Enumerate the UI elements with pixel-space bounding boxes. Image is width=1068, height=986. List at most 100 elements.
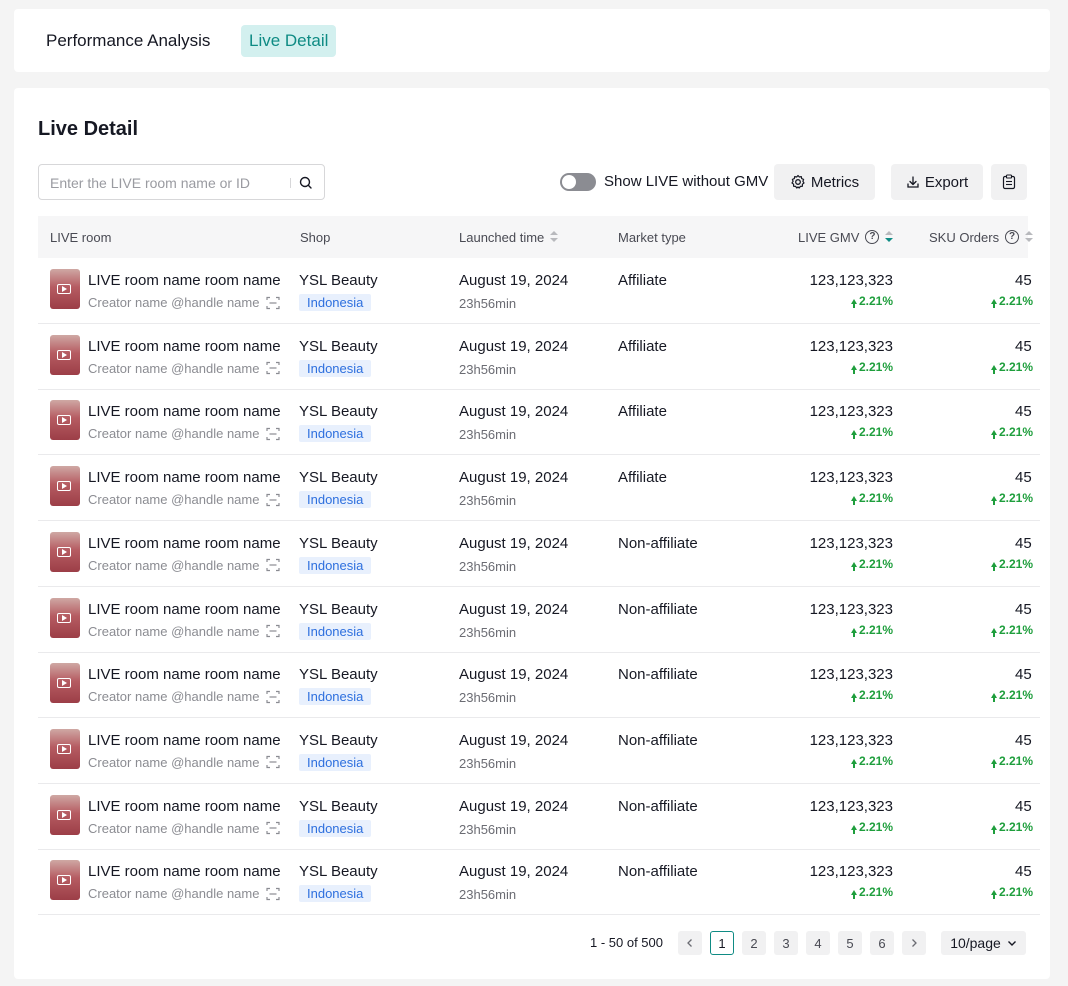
live-duration: 23h56min <box>459 427 517 443</box>
live-duration: 23h56min <box>459 624 517 640</box>
sku-orders-value: 45 <box>1015 403 1032 421</box>
copy-id-icon[interactable] <box>266 624 281 638</box>
help-icon[interactable]: ? <box>865 230 880 244</box>
help-icon[interactable]: ? <box>1005 230 1020 244</box>
page-button[interactable]: 5 <box>838 931 862 955</box>
table-row[interactable]: LIVE room name room name Creator name @ha… <box>38 389 1040 456</box>
column-header-sku-orders[interactable]: SKU Orders? <box>929 216 1034 258</box>
sku-orders-value: 45 <box>1015 600 1032 618</box>
live-room-thumbnail[interactable] <box>50 597 80 638</box>
chevron-right-icon <box>912 939 917 947</box>
column-header-label: SKU Orders <box>929 229 1000 245</box>
live-gmv-change: 2.21% <box>850 819 893 834</box>
copy-id-icon[interactable] <box>266 690 281 704</box>
change-value: 2.21% <box>999 622 1034 637</box>
table-row[interactable]: LIVE room name room name Creator name @ha… <box>38 718 1040 784</box>
prev-page-button[interactable] <box>678 931 702 955</box>
live-room-name[interactable]: LIVE room name room name <box>88 534 281 552</box>
live-room-name[interactable]: LIVE room name room name <box>88 863 281 881</box>
table-row[interactable]: LIVE room name room name Creator name @ha… <box>38 784 1040 850</box>
live-duration: 23h56min <box>459 887 517 903</box>
page-button[interactable]: 3 <box>774 931 798 955</box>
creator-handle: Creator name @handle name <box>88 689 260 705</box>
live-room-thumbnail[interactable] <box>50 531 80 572</box>
market-type: Non-affiliate <box>618 863 698 881</box>
page-size-select[interactable]: 10/page <box>941 931 1026 955</box>
copy-id-icon[interactable] <box>266 361 281 375</box>
region-badge: Indonesia <box>299 819 372 837</box>
live-room-name[interactable]: LIVE room name room name <box>88 666 281 684</box>
copy-id-icon[interactable] <box>266 427 281 441</box>
search-input[interactable] <box>50 173 288 193</box>
sku-orders-change: 2.21% <box>991 820 1033 834</box>
sort-icon[interactable] <box>1025 231 1034 243</box>
live-room-thumbnail[interactable] <box>50 334 80 375</box>
live-gmv-value: 123,123,323 <box>809 534 893 552</box>
table-row[interactable]: LIVE room name room name Creator name @ha… <box>38 521 1040 587</box>
tab-live-detail[interactable]: Live Detail <box>241 25 337 57</box>
creator-info: Creator name @handle name <box>88 821 281 836</box>
live-room-thumbnail[interactable] <box>50 400 80 441</box>
column-header-label: Shop <box>300 229 331 245</box>
video-icon <box>57 349 71 360</box>
launch-date: August 19, 2024 <box>459 403 569 421</box>
live-room-name[interactable]: LIVE room name room name <box>88 337 281 355</box>
live-room-name[interactable]: LIVE room name room name <box>88 403 281 421</box>
table-row[interactable]: LIVE room name room name Creator name @ha… <box>38 652 1040 719</box>
live-gmv-value: 123,123,323 <box>809 469 893 487</box>
table-row[interactable]: LIVE room name room name Creator name @ha… <box>38 587 1040 653</box>
sort-icon[interactable] <box>550 231 559 243</box>
table-row[interactable]: LIVE room name room name Creator name @ha… <box>38 455 1040 522</box>
column-settings-button[interactable] <box>991 164 1027 200</box>
change-value: 2.21% <box>858 819 893 834</box>
page-button[interactable]: 1 <box>710 931 734 955</box>
page-button[interactable]: 4 <box>806 931 830 955</box>
live-gmv-value: 123,123,323 <box>809 666 893 684</box>
column-header-launched-time[interactable]: Launched time <box>459 216 559 258</box>
search-icon[interactable] <box>297 174 315 192</box>
copy-id-icon[interactable] <box>266 296 281 310</box>
launch-date: August 19, 2024 <box>459 337 569 355</box>
live-gmv-change: 2.21% <box>850 623 893 637</box>
copy-id-icon[interactable] <box>266 821 281 835</box>
sort-icon[interactable] <box>885 231 894 243</box>
live-room-name[interactable]: LIVE room name room name <box>88 272 281 289</box>
live-room-name[interactable]: LIVE room name room name <box>88 797 281 815</box>
gear-icon <box>791 174 805 189</box>
table-row[interactable]: LIVE room name room name Creator name @ha… <box>38 849 1040 915</box>
page-button[interactable]: 2 <box>742 931 766 955</box>
change-value: 2.21% <box>999 556 1034 571</box>
page-button[interactable]: 6 <box>870 931 894 955</box>
live-room-thumbnail[interactable] <box>50 860 80 901</box>
copy-id-icon[interactable] <box>266 755 281 769</box>
export-label: Export <box>924 173 969 191</box>
table-row[interactable]: LIVE room name room name Creator name @ha… <box>38 258 1040 324</box>
pagination-summary: 1 - 50 of 500 <box>590 935 663 950</box>
table-row[interactable]: LIVE room name room name Creator name @ha… <box>38 324 1040 390</box>
live-room-thumbnail[interactable] <box>50 794 80 835</box>
arrow-up-icon <box>850 364 857 374</box>
copy-id-icon[interactable] <box>266 493 281 507</box>
next-page-button[interactable] <box>902 931 926 955</box>
live-room-name[interactable]: LIVE room name room name <box>88 731 281 749</box>
live-room-thumbnail[interactable] <box>50 728 80 769</box>
search-box <box>38 164 325 200</box>
copy-id-icon[interactable] <box>266 558 281 572</box>
live-room-thumbnail[interactable] <box>50 663 80 704</box>
arrow-up-icon <box>850 758 857 768</box>
live-room-name[interactable]: LIVE room name room name <box>88 469 281 487</box>
show-live-without-gmv-toggle[interactable] <box>560 173 596 191</box>
tab-performance-analysis[interactable]: Performance Analysis <box>46 31 211 50</box>
copy-id-icon[interactable] <box>266 887 281 901</box>
live-room-thumbnail[interactable] <box>50 269 80 309</box>
arrow-up-icon <box>991 299 997 308</box>
column-header-live-gmv[interactable]: LIVE GMV? <box>798 216 894 258</box>
live-duration: 23h56min <box>459 493 517 509</box>
column-header-label: Market type <box>618 229 686 245</box>
sku-orders-change: 2.21% <box>991 294 1033 308</box>
live-room-name[interactable]: LIVE room name room name <box>88 600 281 618</box>
metrics-button[interactable]: Metrics <box>774 164 875 200</box>
export-button[interactable]: Export <box>891 164 983 200</box>
page-title: Live Detail <box>38 118 139 140</box>
live-room-thumbnail[interactable] <box>50 466 80 507</box>
